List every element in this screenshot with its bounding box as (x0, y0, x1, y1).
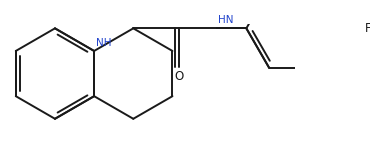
Text: NH: NH (97, 38, 112, 48)
Text: HN: HN (218, 15, 234, 25)
Text: F: F (364, 22, 370, 35)
Text: O: O (174, 70, 183, 83)
